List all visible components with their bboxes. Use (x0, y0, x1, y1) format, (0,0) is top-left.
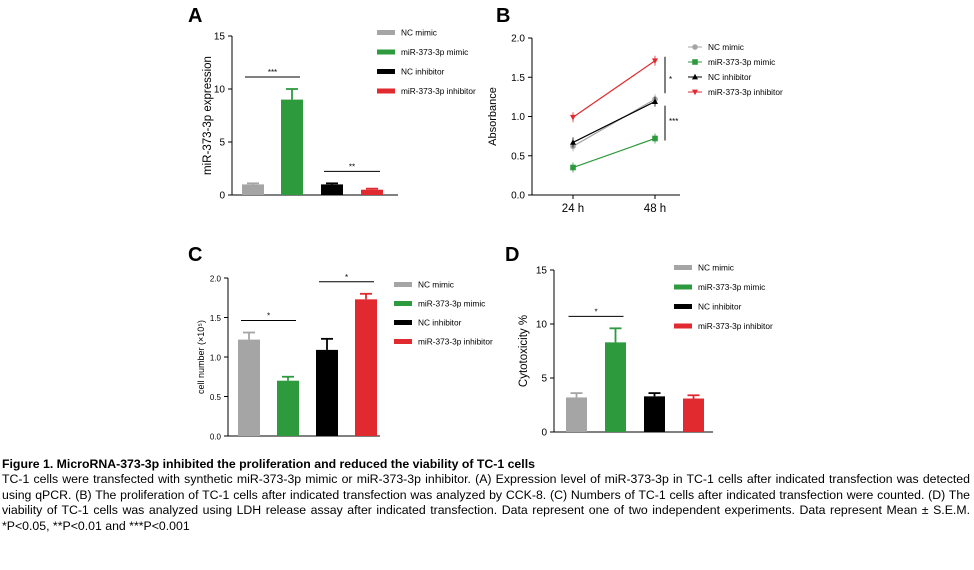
data-point (652, 98, 658, 104)
legend-swatch (674, 284, 692, 290)
y-axis-title: Absorbance (487, 87, 499, 146)
legend-label: miR-373-3p mimic (698, 282, 765, 292)
panel-d: D 0 5 10 15 Cytotoxicity % * NC mimic miR-373-3p… (505, 244, 773, 439)
legend-label: miR-373-3p inhibitor (401, 86, 476, 96)
data-point (652, 135, 658, 142)
significance-label: ** (349, 162, 355, 171)
bar-3 (316, 349, 338, 436)
y-tick-label: 5 (541, 374, 547, 385)
panel-c: C 0.0 0.5 1.0 1.5 2.0 cell number (×10⁵) * * NC m… (188, 244, 493, 442)
legend-label: miR-373-3p mimic (401, 47, 468, 57)
y-tick-label: 1.0 (210, 354, 222, 363)
data-point (570, 114, 576, 121)
legend-swatch (674, 323, 692, 329)
bar-3 (644, 396, 665, 432)
legend-marker (692, 73, 698, 80)
legend-marker (692, 59, 698, 65)
legend-marker (692, 44, 698, 50)
legend-swatch (674, 304, 692, 309)
legend-label: NC mimic (418, 280, 454, 290)
panel-label: A (188, 5, 202, 27)
y-tick-label: 1.5 (511, 73, 525, 84)
figure-caption: Figure 1. MicroRNA-373-3p inhibited the … (2, 457, 970, 534)
legend-label: miR-373-3p inhibitor (708, 87, 783, 97)
bar-3 (321, 184, 343, 195)
legend-label: NC inhibitor (708, 72, 752, 82)
y-axis-title: Cytotoxicity % (518, 315, 530, 387)
legend-swatch (674, 265, 692, 270)
bar-4 (683, 398, 704, 432)
caption-body: TC-1 cells were transfected with synthet… (2, 472, 970, 533)
bar-1 (566, 397, 587, 432)
data-point (570, 139, 576, 145)
data-point (652, 58, 658, 64)
panel-b: B 0.0 0.5 1.0 1.5 2.0 Absorbance 24 h 48 h NC mim… (487, 5, 783, 215)
bar-2 (277, 380, 299, 436)
y-tick-label: 10 (536, 320, 548, 331)
caption-title: Figure 1. MicroRNA-373-3p inhibited the … (2, 457, 535, 471)
significance-label: *** (268, 68, 277, 77)
y-tick-label: 15 (536, 266, 548, 277)
bar-1 (238, 339, 260, 436)
legend-swatch (377, 49, 395, 55)
y-tick-label: 0 (219, 191, 225, 202)
series-line (572, 98, 656, 147)
y-tick-label: 0.0 (210, 433, 222, 442)
bar-4 (361, 189, 383, 195)
y-tick-label: 2.0 (210, 275, 222, 284)
panel-label: D (505, 244, 519, 266)
series-line (572, 137, 656, 169)
y-tick-label: 0.0 (511, 191, 525, 202)
legend-label: NC mimic (708, 42, 744, 52)
significance-label: * (345, 273, 348, 282)
x-tick-label: 24 h (562, 203, 584, 215)
legend-marker (692, 89, 698, 96)
y-tick-label: 0.5 (210, 393, 222, 402)
data-point (570, 164, 576, 171)
y-tick-label: 15 (214, 32, 226, 43)
bar-2 (281, 99, 303, 195)
y-tick-label: 1.0 (511, 112, 525, 123)
bar-2 (605, 342, 626, 432)
legend-swatch (377, 69, 395, 74)
panel-label: B (496, 5, 510, 27)
y-tick-label: 5 (219, 138, 225, 149)
y-tick-label: 0 (541, 428, 547, 439)
significance-label: * (669, 75, 672, 84)
y-tick-label: 2.0 (511, 34, 525, 45)
series-line (572, 101, 656, 143)
legend-swatch (394, 320, 412, 325)
legend-swatch (377, 30, 395, 35)
y-axis-title: miR-373-3p expression (202, 56, 214, 175)
legend-label: miR-373-3p inhibitor (698, 321, 773, 331)
bar-1 (242, 184, 264, 195)
significance-label: * (594, 307, 597, 316)
y-tick-label: 0.5 (511, 151, 525, 162)
legend-label: NC inhibitor (698, 302, 742, 312)
legend-label: NC mimic (401, 28, 437, 38)
legend-swatch (394, 282, 412, 287)
series-line (572, 60, 656, 118)
x-tick-label: 48 h (644, 203, 666, 215)
legend-label: miR-373-3p inhibitor (418, 337, 493, 347)
significance-label: * (267, 312, 270, 321)
legend-swatch (377, 88, 395, 94)
legend-swatch (394, 301, 412, 306)
significance-label: *** (669, 117, 678, 126)
legend-label: miR-373-3p mimic (708, 57, 775, 67)
legend-label: miR-373-3p mimic (418, 299, 485, 309)
legend-label: NC mimic (698, 263, 734, 273)
y-axis-title: cell number (×10⁵) (196, 320, 206, 394)
bar-4 (355, 299, 377, 436)
legend-label: NC inhibitor (401, 67, 445, 77)
panel-label: C (188, 244, 202, 266)
y-tick-label: 10 (214, 85, 226, 96)
y-tick-label: 1.5 (210, 314, 222, 323)
legend-label: NC inhibitor (418, 318, 462, 328)
legend-swatch (394, 339, 412, 344)
